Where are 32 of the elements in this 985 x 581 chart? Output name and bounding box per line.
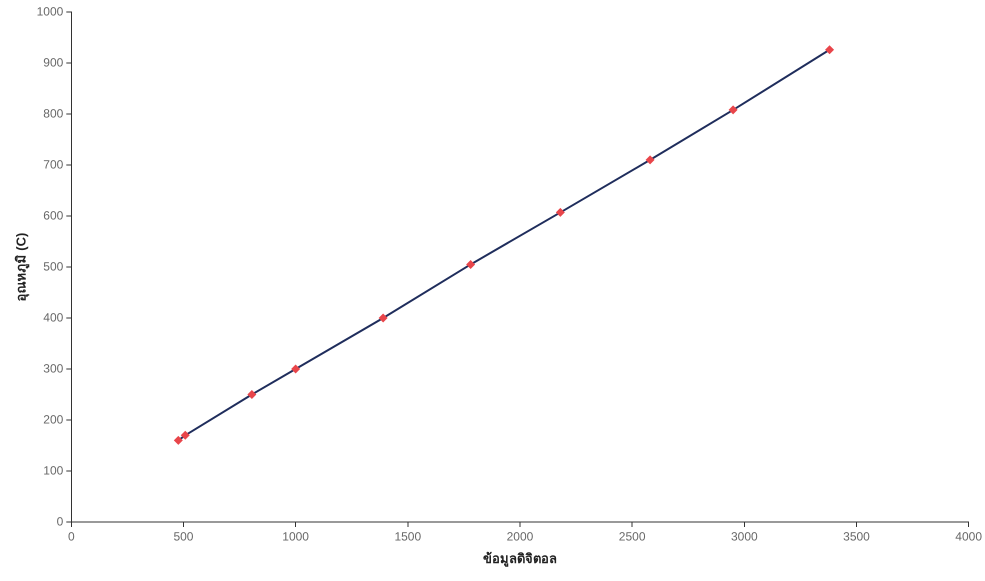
y-tick-label: 1000 [36,4,64,18]
x-tick-label: 0 [68,530,75,544]
x-tick-label: 500 [173,530,194,544]
y-tick-label: 600 [43,208,64,222]
y-tick-label: 0 [56,514,64,528]
x-tick-label: 1000 [282,530,310,544]
y-tick-label: 700 [43,157,64,172]
point [825,45,834,54]
x-tick-label: 3500 [843,530,870,544]
y-tick-label: 400 [43,310,64,324]
point [646,155,655,164]
x-tick-label: 2500 [618,530,646,544]
y-tick-label: 200 [43,412,64,426]
point [291,364,300,374]
point [466,260,476,269]
y-tick-label: 100 [43,463,64,478]
x-tick-label: 1500 [394,530,422,544]
point [180,430,190,440]
y-tick-label: 900 [43,55,64,70]
point [728,105,738,114]
y-tick-label: 500 [43,259,64,274]
point [247,390,256,399]
point [556,208,565,217]
y-axis-title: อุณหภูมิ (C) [13,232,30,302]
x-tick-label: 2000 [506,530,534,544]
y-tick-label: 300 [43,361,64,376]
y-tick-label: 800 [43,106,64,120]
x-axis-title: ข้อมูลดิจิตอล [482,550,557,567]
point [378,314,388,322]
point [174,436,183,445]
x-tick-label: 4000 [955,530,982,544]
x-tick-label: 3000 [730,530,758,544]
